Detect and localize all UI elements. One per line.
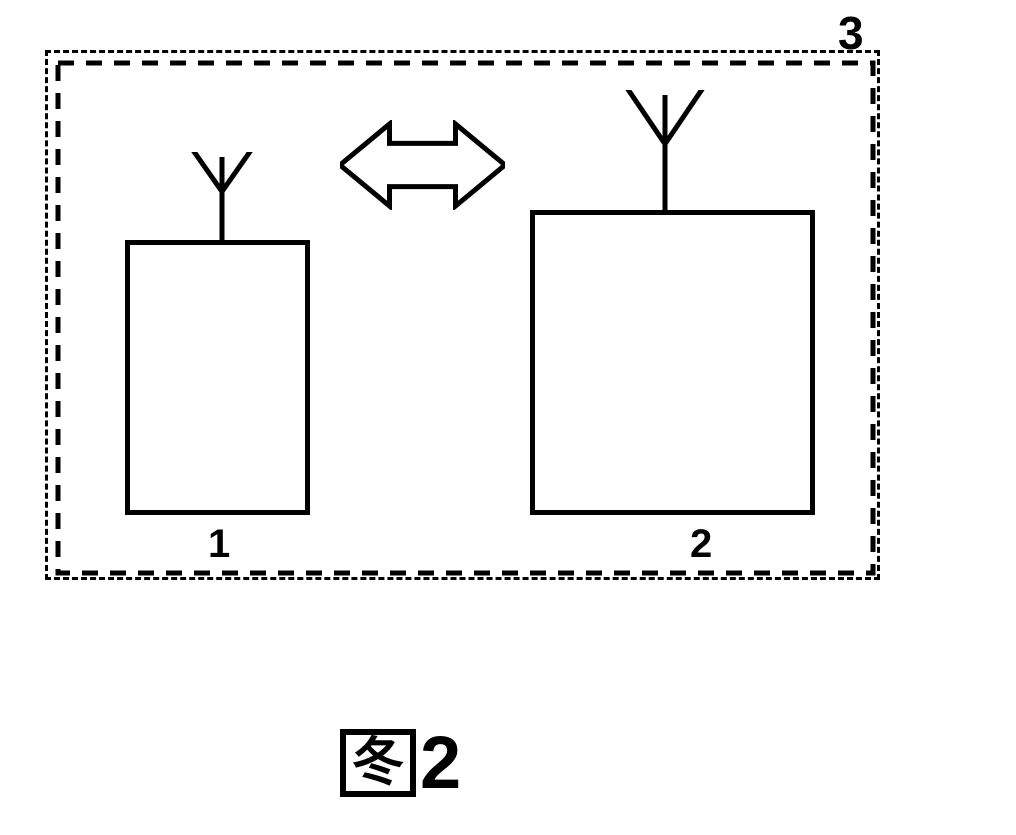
figure-caption: 冬 2 [340, 720, 461, 805]
antenna-icon [595, 90, 735, 220]
figure-caption-char: 冬 [340, 729, 416, 797]
diagram-canvas: 3 1 2 冬 2 [0, 0, 1016, 835]
antenna-icon [160, 152, 284, 250]
figure-caption-number: 2 [420, 720, 461, 805]
bidirectional-arrow-icon [340, 120, 505, 210]
device-1-body [125, 240, 310, 515]
device-2-label: 2 [690, 522, 712, 567]
device-2-body [530, 210, 815, 515]
device-1-label: 1 [208, 522, 230, 567]
